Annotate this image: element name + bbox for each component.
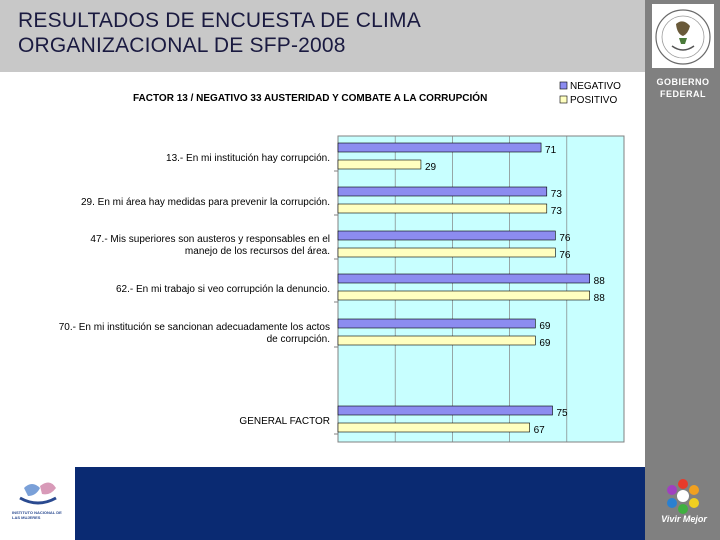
category-label: 47.- Mis superiores son austeros y respo… [90,234,330,245]
page-title: RESULTADOS DE ENCUESTA DE CLIMA ORGANIZA… [18,8,421,58]
negativo-bar [337,273,590,284]
plot-area: 13.- En mi institución hay corrupción. 71… [59,135,625,443]
data-label: 29 [425,162,437,173]
negativo-bar [337,186,548,197]
category-label: GENERAL FACTOR [239,416,330,427]
data-label: 71 [545,145,557,156]
positivo-bar [337,290,590,301]
negativo-bar [337,405,553,416]
data-label: 67 [534,425,546,436]
positivo-bar [337,159,422,170]
mexican-seal-icon [652,4,714,68]
gobierno-label: GOBIERNO [656,77,710,87]
vivir-mejor-logo-icon [667,479,699,514]
chart-title: FACTOR 13 / NEGATIVO 33 AUSTERIDAD Y COM… [133,91,487,104]
data-label: 69 [539,321,551,332]
data-label: 76 [559,250,571,261]
category-label: manejo de los recursos del área. [185,246,330,257]
positivo-bar [337,203,548,214]
institute-name: INSTITUTO NACIONAL DE LAS MUJERES [12,510,62,520]
federal-label: FEDERAL [660,89,706,99]
data-label: 88 [594,276,606,287]
data-label: 75 [557,408,569,419]
positivo-bar [337,335,536,346]
legend-swatch [559,95,568,104]
legend-label: NEGATIVO [570,81,621,92]
data-label: 73 [551,206,563,217]
page-title-line1: RESULTADOS DE ENCUESTA DE CLIMA [18,9,421,32]
sidebar-panel [645,0,720,540]
legend-swatch [559,81,568,90]
negativo-bar [337,230,556,241]
vivir-mejor-label: Vivir Mejor [661,514,707,524]
category-label: 62.- En mi trabajo si veo corrupción la … [116,284,330,295]
data-label: 69 [539,338,551,349]
category-label: de corrupción. [267,334,330,345]
bottom-band [75,467,645,540]
positivo-bar [337,422,530,433]
positivo-bar [337,247,556,258]
header-bar [0,0,645,72]
inmujeres-logo-icon [19,482,57,505]
data-label: 88 [594,293,606,304]
legend-label: POSITIVO [570,95,617,106]
chart-legend: NEGATIVO POSITIVO [559,81,621,106]
category-label: 13.- En mi institución hay corrupción. [166,153,330,164]
plot-background [337,135,625,443]
data-label: 73 [551,189,563,200]
bar-chart: FACTOR 13 / NEGATIVO 33 AUSTERIDAD Y COM… [59,81,625,443]
gobierno-federal-logo: GOBIERNO FEDERAL [650,76,716,104]
data-label: 76 [559,233,571,244]
negativo-bar [337,142,542,153]
category-label: 29. En mi área hay medidas para prevenir… [81,197,330,208]
category-label: 70.- En mi institución se sancionan adec… [59,322,330,333]
page-title-line2: ORGANIZACIONAL DE SFP-2008 [18,34,346,57]
negativo-bar [337,318,536,329]
